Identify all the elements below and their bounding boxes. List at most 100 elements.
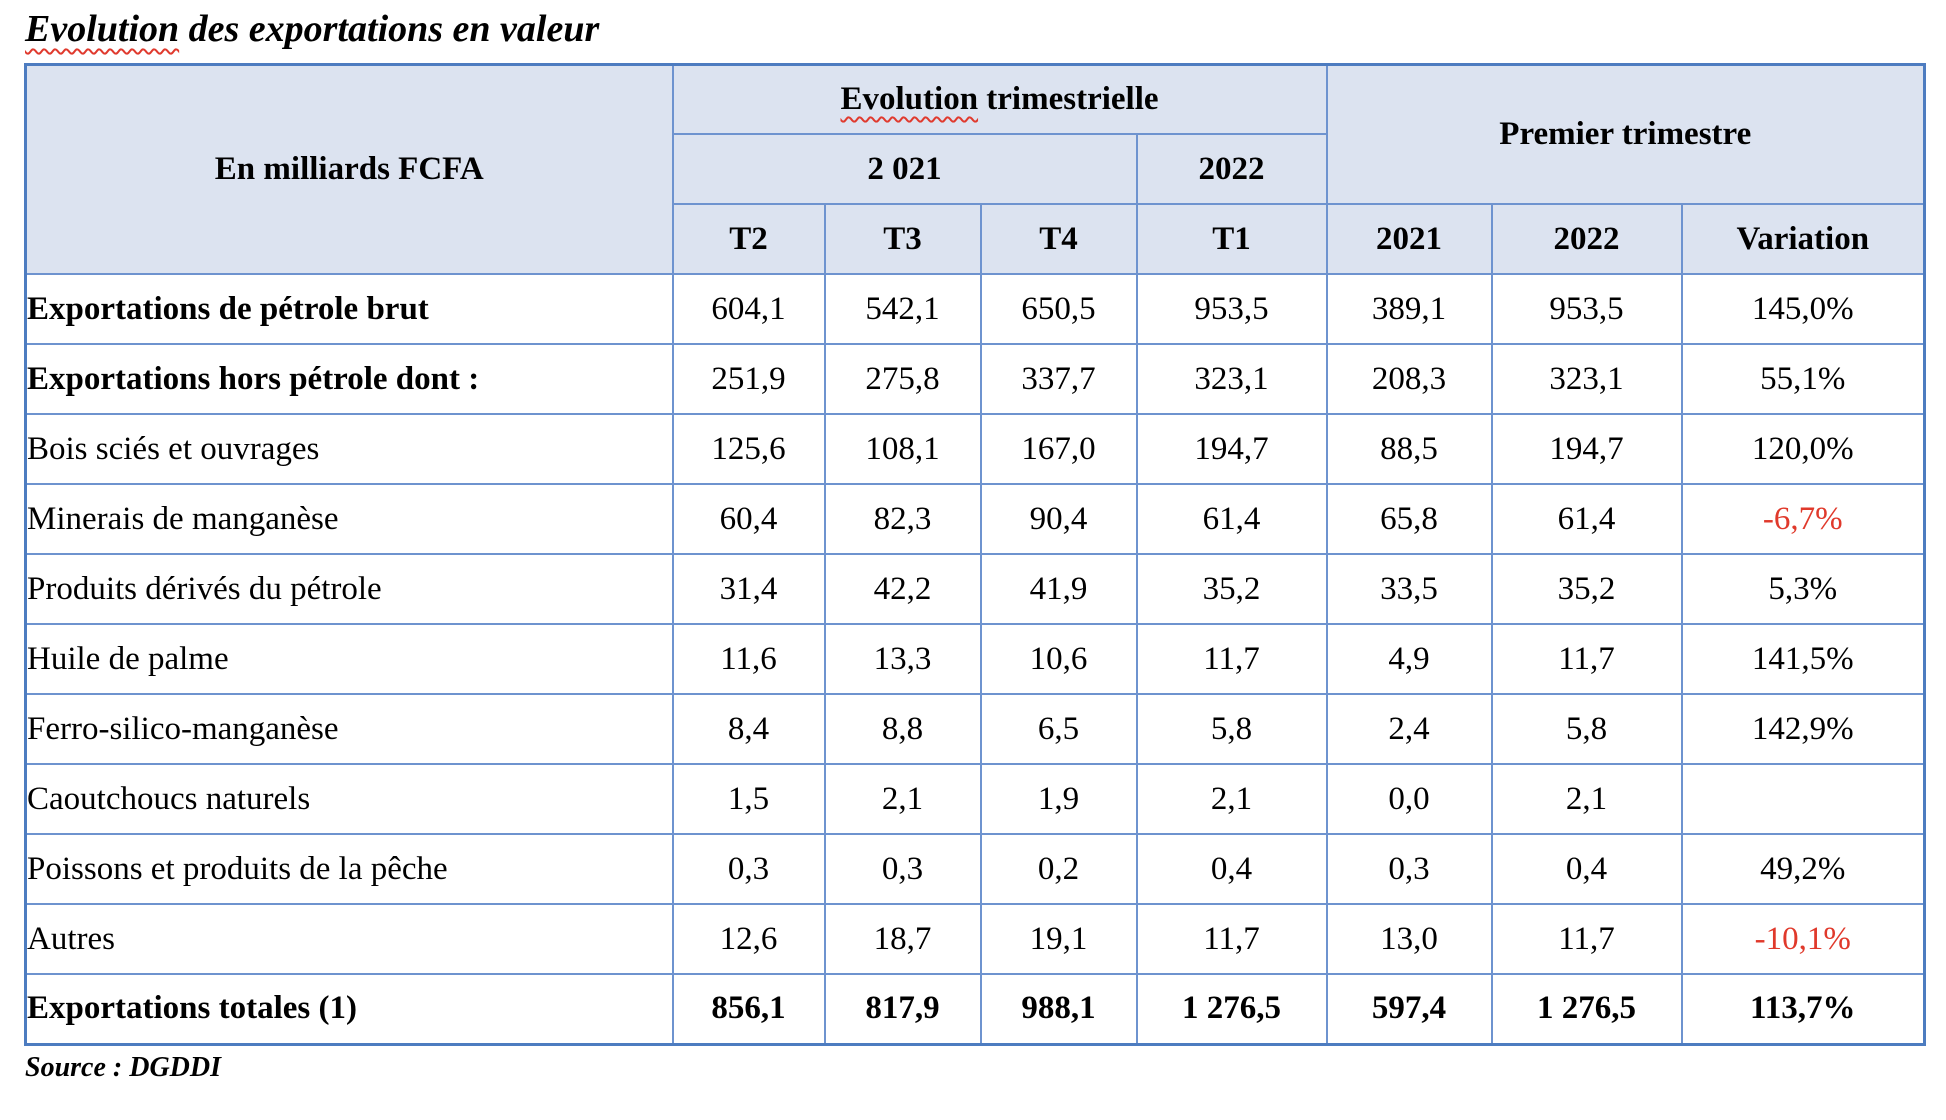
row-label: Ferro-silico-manganèse bbox=[24, 693, 674, 765]
variation-cell: 5,3% bbox=[1680, 553, 1926, 625]
row-label: Bois sciés et ouvrages bbox=[24, 413, 674, 485]
value-cell: 597,4 bbox=[1325, 973, 1493, 1045]
variation-cell bbox=[1680, 763, 1926, 835]
value-cell: 2,1 bbox=[1490, 763, 1683, 835]
value-cell: 953,5 bbox=[1135, 273, 1328, 345]
value-cell: 953,5 bbox=[1490, 273, 1683, 345]
value-cell: 1,9 bbox=[979, 763, 1138, 835]
value-cell: 13,3 bbox=[823, 623, 982, 695]
value-cell: 90,4 bbox=[979, 483, 1138, 555]
pt-header-variation: Variation bbox=[1680, 203, 1926, 275]
variation-cell: 142,9% bbox=[1680, 693, 1926, 765]
pt-header-2021: 2021 bbox=[1325, 203, 1493, 275]
value-cell: 251,9 bbox=[671, 343, 826, 415]
value-cell: 11,6 bbox=[671, 623, 826, 695]
value-cell: 208,3 bbox=[1325, 343, 1493, 415]
value-cell: 817,9 bbox=[823, 973, 982, 1045]
evolution-misspelled-word: Evolution bbox=[840, 80, 979, 117]
value-cell: 2,1 bbox=[1135, 763, 1328, 835]
group-header-premier-trimestre: Premier trimestre bbox=[1325, 63, 1926, 205]
variation-cell: 120,0% bbox=[1680, 413, 1926, 485]
value-cell: 60,4 bbox=[671, 483, 826, 555]
value-cell: 1,5 bbox=[671, 763, 826, 835]
value-cell: 856,1 bbox=[671, 973, 826, 1045]
year-header-2022: 2022 bbox=[1135, 133, 1328, 205]
row-label: Produits dérivés du pétrole bbox=[24, 553, 674, 625]
table-body: Exportations de pétrole brut 604,1 542,1 65… bbox=[24, 273, 1926, 1045]
value-cell: 35,2 bbox=[1135, 553, 1328, 625]
value-cell: 33,5 bbox=[1325, 553, 1493, 625]
table-row: Caoutchoucs naturels 1,5 2,1 1,9 2,1 0,0 2,1 bbox=[24, 763, 1926, 835]
value-cell: 61,4 bbox=[1490, 483, 1683, 555]
value-cell: 5,8 bbox=[1135, 693, 1328, 765]
value-cell: 323,1 bbox=[1135, 343, 1328, 415]
value-cell: 61,4 bbox=[1135, 483, 1328, 555]
table-row: Poissons et produits de la pêche 0,3 0,3 0,… bbox=[24, 833, 1926, 905]
row-label: Exportations de pétrole brut bbox=[24, 273, 674, 345]
value-cell: 650,5 bbox=[979, 273, 1138, 345]
table-row: Exportations totales (1) 856,1 817,9 988,1 1… bbox=[24, 973, 1926, 1045]
value-cell: 0,2 bbox=[979, 833, 1138, 905]
value-cell: 0,3 bbox=[823, 833, 982, 905]
value-cell: 41,9 bbox=[979, 553, 1138, 625]
year-header-2021: 2 021 bbox=[671, 133, 1138, 205]
value-cell: 0,3 bbox=[671, 833, 826, 905]
row-label: Poissons et produits de la pêche bbox=[24, 833, 674, 905]
page-title: Evolution des exportations en valeur bbox=[25, 6, 1946, 54]
header-row-years: 2 021 2022 bbox=[26, 133, 1925, 205]
value-cell: 8,4 bbox=[671, 693, 826, 765]
value-cell: 0,4 bbox=[1135, 833, 1328, 905]
title-rest: des exportations en valeur bbox=[179, 8, 600, 50]
quarter-header-t3: T3 bbox=[823, 203, 982, 275]
value-cell: 2,1 bbox=[823, 763, 982, 835]
value-cell: 604,1 bbox=[671, 273, 826, 345]
row-label: Autres bbox=[24, 903, 674, 975]
value-cell: 6,5 bbox=[979, 693, 1138, 765]
variation-cell: 145,0% bbox=[1680, 273, 1926, 345]
table-row: Huile de palme 11,6 13,3 10,6 11,7 4,9 11,7 141… bbox=[24, 623, 1926, 695]
value-cell: 8,8 bbox=[823, 693, 982, 765]
table-header: En milliards FCFA Evolution trimestriell… bbox=[24, 63, 1926, 275]
value-cell: 18,7 bbox=[823, 903, 982, 975]
table-row: Minerais de manganèse 60,4 82,3 90,4 61,4 65,… bbox=[24, 483, 1926, 555]
value-cell: 0,3 bbox=[1325, 833, 1493, 905]
value-cell: 194,7 bbox=[1135, 413, 1328, 485]
value-cell: 12,6 bbox=[671, 903, 826, 975]
row-label: Caoutchoucs naturels bbox=[24, 763, 674, 835]
header-row-groups: En milliards FCFA Evolution trimestriell… bbox=[24, 63, 1926, 275]
document-page: Evolution des exportations en valeur En … bbox=[24, 6, 1946, 1083]
title-misspelled-word: Evolution bbox=[25, 8, 180, 50]
variation-cell: 49,2% bbox=[1680, 833, 1926, 905]
value-cell: 65,8 bbox=[1325, 483, 1493, 555]
value-cell: 542,1 bbox=[823, 273, 982, 345]
table-row: Exportations hors pétrole dont :251,9 275… bbox=[24, 343, 1926, 415]
quarter-header-t4: T4 bbox=[979, 203, 1138, 275]
variation-cell: 55,1% bbox=[1680, 343, 1926, 415]
quarter-header-t1: T1 bbox=[1135, 203, 1328, 275]
table-row: Exportations de pétrole brut 604,1 542,1 65… bbox=[24, 273, 1926, 345]
variation-cell: 113,7% bbox=[1680, 973, 1926, 1045]
value-cell: 11,7 bbox=[1135, 903, 1328, 975]
value-cell: 337,7 bbox=[979, 343, 1138, 415]
table-row: Autres 12,6 18,7 19,1 11,7 13,0 11,7 -10,1% bbox=[24, 903, 1926, 975]
evolution-label-rest: trimestrielle bbox=[978, 80, 1159, 117]
quarter-header-t2: T2 bbox=[671, 203, 826, 275]
pt-header-2022: 2022 bbox=[1490, 203, 1683, 275]
value-cell: 2,4 bbox=[1325, 693, 1493, 765]
value-cell: 194,7 bbox=[1490, 413, 1683, 485]
value-cell: 0,0 bbox=[1325, 763, 1493, 835]
row-label: Minerais de manganèse bbox=[24, 483, 674, 555]
table-row: Bois sciés et ouvrages 125,6 108,1 167,0 194… bbox=[24, 413, 1926, 485]
value-cell: 13,0 bbox=[1325, 903, 1493, 975]
value-cell: 275,8 bbox=[823, 343, 982, 415]
value-cell: 19,1 bbox=[979, 903, 1138, 975]
value-cell: 10,6 bbox=[979, 623, 1138, 695]
exports-value-table: En milliards FCFA Evolution trimestriell… bbox=[24, 62, 1927, 1046]
variation-cell: 141,5% bbox=[1680, 623, 1926, 695]
group-header-evolution-trimestrielle: Evolution trimestrielle bbox=[671, 63, 1328, 135]
value-cell: 323,1 bbox=[1490, 343, 1683, 415]
value-cell: 11,7 bbox=[1490, 623, 1683, 695]
value-cell: 125,6 bbox=[671, 413, 826, 485]
value-cell: 5,8 bbox=[1490, 693, 1683, 765]
value-cell: 167,0 bbox=[979, 413, 1138, 485]
